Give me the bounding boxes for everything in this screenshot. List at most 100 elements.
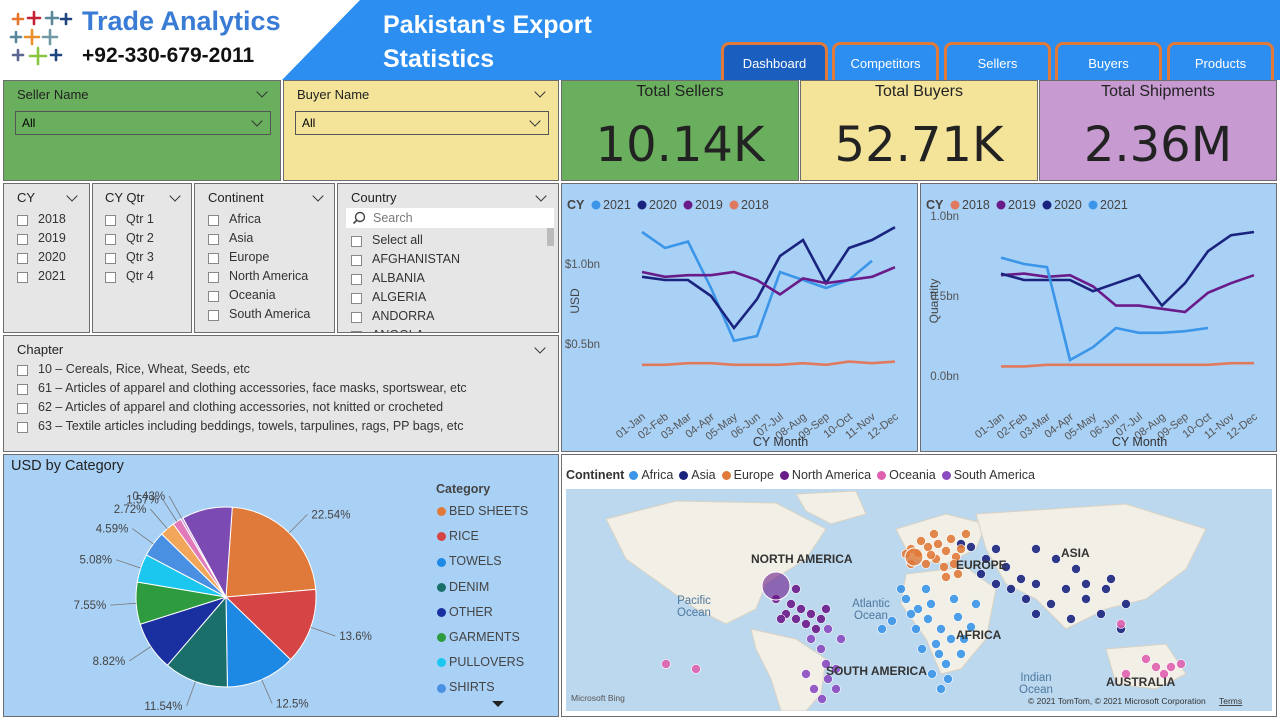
map-point [921,559,931,569]
map-point [823,674,833,684]
map-legend-item[interactable]: Africa [629,468,673,482]
continent-option[interactable]: Asia [229,231,254,245]
checkbox[interactable] [105,253,116,264]
buyer-dropdown[interactable]: All [295,111,549,135]
checkbox[interactable] [105,272,116,283]
cy-option[interactable]: 2019 [38,231,66,245]
checkbox[interactable] [17,403,28,414]
continent-option[interactable]: Oceania [229,288,276,302]
map-point [904,547,924,567]
chevron-down-icon [169,190,181,202]
pie-legend-item[interactable]: PULLOVERS [437,655,524,669]
legend-label: 2020 [649,198,677,212]
seller-dropdown[interactable]: All [15,111,271,135]
qtr-option[interactable]: Qtr 2 [126,231,154,245]
tab-buyers[interactable]: Buyers [1055,42,1162,80]
cy-option[interactable]: 2020 [38,250,66,264]
scroll-down-icon[interactable] [491,699,505,709]
checkbox[interactable] [351,274,362,285]
tab-dashboard[interactable]: Dashboard [721,42,828,80]
map-point [949,559,959,569]
chapter-option[interactable]: 10 – Cereals, Rice, Wheat, Seeds, etc [38,362,250,376]
map-legend-item[interactable]: Asia [679,468,716,482]
checkbox[interactable] [351,293,362,304]
country-search-box[interactable]: Search [346,208,554,228]
chevron-down-icon [534,86,546,98]
usd-line-chart: CY 2021 2020 2019 2018$0.5bn$1.0bnUSD01-Jan0… [565,198,901,449]
pie-legend-item[interactable]: BED SHEETS [437,504,528,518]
checkbox[interactable] [351,236,362,247]
country-option[interactable]: ANGOLA [372,328,424,332]
map-point [1031,609,1041,619]
continent-slicer-label: Continent [208,190,264,205]
checkbox[interactable] [17,253,28,264]
checkbox[interactable] [351,312,362,323]
pie-legend-item[interactable]: DENIM [437,580,489,594]
qtr-option[interactable]: Qtr 3 [126,250,154,264]
checkbox[interactable] [351,255,362,266]
tab-competitors[interactable]: Competitors [832,42,939,80]
checkbox[interactable] [17,215,28,226]
pie-label-leader [129,646,152,662]
chevron-down-icon [529,115,541,127]
world-map[interactable]: NORTH AMERICA EUROPE ASIA AFRICA SOUTH AMERI… [566,489,1272,711]
map-point [661,659,671,669]
chevron-down-icon [251,115,263,127]
qtr-option[interactable]: Qtr 4 [126,269,154,283]
legend-marker [591,200,601,210]
checkbox[interactable] [208,234,219,245]
pie-legend-item[interactable]: TOWELS [437,554,502,568]
checkbox[interactable] [208,253,219,264]
chapter-option[interactable]: 63 – Textile articles including beddings… [38,419,464,433]
checkbox[interactable] [17,422,28,433]
checkbox[interactable] [17,272,28,283]
pie-legend-item[interactable]: GARMENTS [437,630,520,644]
country-option[interactable]: AFGHANISTAN [372,252,460,266]
checkbox[interactable] [17,234,28,245]
checkbox[interactable] [208,310,219,321]
checkbox[interactable] [17,365,28,376]
map-legend-item[interactable]: Europe [721,468,774,482]
continent-option[interactable]: Africa [229,212,261,226]
country-option[interactable]: ALGERIA [372,290,427,304]
checkbox[interactable] [351,331,362,332]
map-point [946,634,956,644]
country-slicer-label: Country [351,190,397,205]
chapter-option[interactable]: 61 – Articles of apparel and clothing ac… [38,381,467,395]
continent-option[interactable]: Europe [229,250,270,264]
checkbox[interactable] [208,291,219,302]
map-point [917,644,927,654]
scrollbar-thumb[interactable] [547,228,554,246]
qtr-option[interactable]: Qtr 1 [126,212,154,226]
tab-sellers[interactable]: Sellers [944,42,1051,80]
continent-option[interactable]: South America [229,307,311,321]
country-option[interactable]: ALBANIA [372,271,425,285]
checkbox[interactable] [17,384,28,395]
checkbox[interactable] [105,234,116,245]
country-option[interactable]: Select all [372,233,423,247]
cy-option[interactable]: 2018 [38,212,66,226]
series-line-2020 [1000,230,1255,308]
checkbox[interactable] [208,215,219,226]
pie-legend-item[interactable]: SHIRTS [437,680,495,694]
tab-products[interactable]: Products [1167,42,1274,80]
country-option[interactable]: ANDORRA [372,309,435,323]
map-legend-item[interactable]: North America [779,468,871,482]
cy-option[interactable]: 2021 [38,269,66,283]
map-legend-item[interactable]: Oceania [877,468,936,482]
seller-filter-panel: Seller Name All [3,80,281,181]
series-line-2019 [641,266,896,296]
map-point [786,599,796,609]
map-point [1106,574,1116,584]
map-point [1021,594,1031,604]
map-legend-item[interactable]: South America [941,468,1035,482]
pie-legend-item[interactable]: OTHER [437,605,493,619]
chapter-option[interactable]: 62 – Articles of apparel and clothing ac… [38,400,444,414]
continent-option[interactable]: North America [229,269,309,283]
pie-legend-item[interactable]: RICE [437,529,479,543]
checkbox[interactable] [105,215,116,226]
y-tick-label: 0.0bn [930,371,959,383]
pie-legend-label: BED SHEETS [449,504,529,518]
checkbox[interactable] [208,272,219,283]
pie-slice [225,506,317,598]
